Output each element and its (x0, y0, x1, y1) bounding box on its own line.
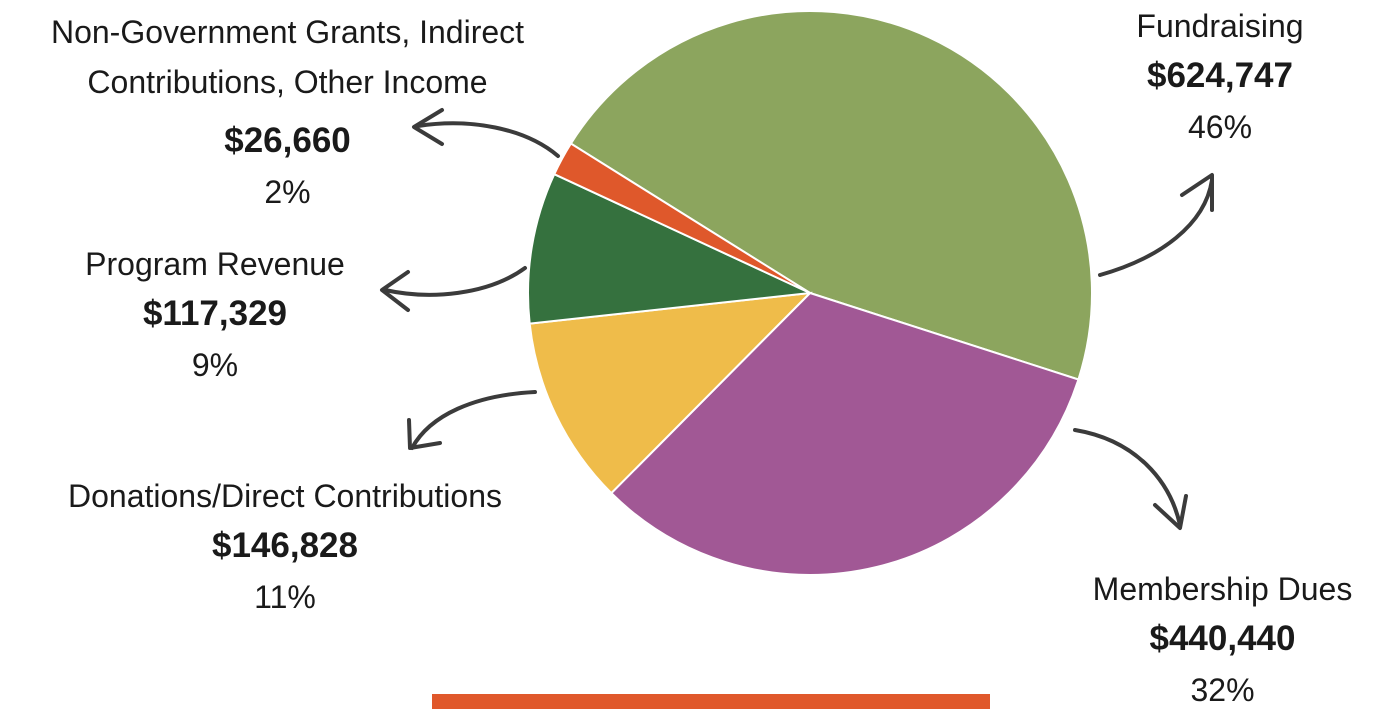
slice-name: Fundraising (1136, 8, 1304, 44)
arrow-program-head (380, 270, 410, 312)
slice-amount: $440,440 (1149, 619, 1296, 658)
pie-slice-membership-dues (609, 291, 1080, 576)
arrow-donations (410, 390, 537, 450)
callout-arrows (380, 108, 1214, 530)
label-fundraising: Fundraising $624,747 46% (1095, 10, 1345, 143)
pie-slice-donations (528, 291, 813, 495)
slice-percent: 9% (191, 347, 239, 383)
arrow-program (383, 266, 527, 297)
label-program-revenue: Program Revenue $117,329 9% (55, 248, 375, 381)
slice-amount: $117,329 (142, 294, 288, 333)
slice-name: Non-Government Grants, Indirect Contribu… (50, 14, 525, 100)
accent-bar (432, 694, 990, 709)
slice-percent: 32% (1190, 672, 1255, 708)
slice-percent: 2% (264, 174, 311, 211)
slice-amount: $26,660 (224, 121, 351, 161)
arrow-donations-head (407, 418, 442, 450)
arrow-other (416, 121, 560, 158)
slice-amount: $624,747 (1147, 56, 1293, 95)
slice-name: Donations/Direct Contributions (68, 478, 502, 514)
pie-slice-other-income (552, 142, 811, 294)
slice-amount: $146,828 (212, 526, 358, 565)
label-membership-dues: Membership Dues $440,440 32% (1060, 573, 1385, 706)
arrow-fundraising (1098, 178, 1214, 277)
arrow-other-head (412, 108, 444, 146)
arrow-fundraising-head (1180, 173, 1214, 212)
slice-name: Membership Dues (1092, 571, 1353, 607)
label-donations: Donations/Direct Contributions $146,828 … (15, 480, 555, 613)
pie-slices (527, 10, 1093, 576)
arrow-membership-head (1153, 494, 1188, 530)
label-other-income: Non-Government Grants, Indirect Contribu… (0, 8, 575, 208)
slice-percent: 11% (254, 579, 316, 615)
pie-slice-fundraising (569, 10, 1093, 381)
slice-name: Program Revenue (85, 246, 345, 282)
slice-percent: 46% (1187, 109, 1253, 145)
pie-slice-program-revenue (527, 172, 814, 325)
arrow-membership (1073, 428, 1182, 527)
